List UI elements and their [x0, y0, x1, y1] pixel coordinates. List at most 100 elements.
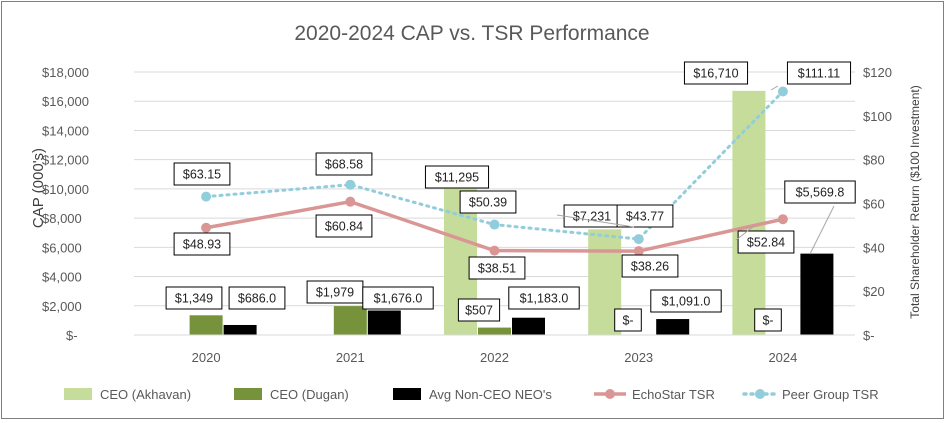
y2-axis-label: Total Shareholder Return ($100 Investmen… — [908, 85, 922, 318]
data-label-box — [315, 152, 373, 176]
data-label-box — [614, 308, 642, 332]
data-label-box — [468, 256, 526, 280]
y-tick-label: $2,000 — [42, 299, 82, 314]
data-label-box — [616, 204, 674, 228]
data-label: $7,231 — [563, 204, 621, 228]
y2-tick-label: $40 — [863, 240, 885, 255]
y2-tick-label: $60 — [863, 197, 885, 212]
data-label-box — [621, 254, 679, 278]
y-tick-label: $4,000 — [42, 270, 82, 285]
y-tick-label: $14,000 — [42, 123, 89, 138]
x-tick-label: 2023 — [624, 350, 653, 365]
data-label-box — [362, 286, 434, 310]
data-label-box — [228, 286, 286, 310]
data-label-box — [737, 230, 795, 254]
echostar-tsr-marker — [777, 214, 788, 225]
echostar-tsr-marker — [489, 245, 500, 256]
data-label: $1,676.0 — [362, 286, 434, 310]
legend-swatch — [64, 388, 92, 400]
y2-tick-label: $120 — [863, 65, 892, 80]
data-label-box — [683, 61, 749, 85]
legend-item: CEO (Dugan) — [234, 387, 349, 402]
data-label-box — [459, 190, 517, 214]
axes: $- $2,000 $4,000 $6,000 $8,000 $10,000 $12,000… — [42, 65, 892, 365]
legend-label: Avg Non-CEO NEO's — [429, 387, 552, 402]
peer-group-tsr-marker — [345, 179, 356, 190]
leader-line — [735, 225, 755, 241]
bar-avg-non-ceo — [512, 317, 545, 335]
data-label-text: $60.84 — [325, 220, 363, 234]
data-label: $52.84 — [737, 230, 795, 254]
data-label-text: $507 — [465, 304, 493, 318]
peer-group-tsr-marker — [777, 86, 788, 97]
data-label: $1,349 — [165, 286, 223, 310]
peer-group-tsr-marker — [633, 234, 644, 245]
data-label-text: $- — [762, 314, 773, 328]
data-labels: $11,295 $7,231 $16,710 $1,349 $1,979 $507 $- $-… — [165, 61, 856, 332]
data-label: $63.15 — [173, 162, 231, 186]
data-label-text: $48.93 — [183, 238, 221, 252]
chart-svg: 2020-2024 CAP vs. TSR Performance CAP (0… — [30, 22, 922, 402]
y2-tick-label: $80 — [863, 153, 885, 168]
leader-line — [770, 85, 779, 91]
data-label-box — [457, 298, 501, 322]
data-label-text: $52.84 — [747, 236, 785, 250]
y-tick-label: $- — [66, 328, 78, 343]
y2-tick-label: $100 — [863, 109, 892, 124]
y-axis-label: CAP (000's) — [30, 148, 47, 228]
data-label-box — [165, 286, 223, 310]
echostar-tsr-marker — [201, 222, 212, 233]
peer-group-tsr-marker — [489, 219, 500, 230]
data-label-text: $38.26 — [631, 260, 669, 274]
bar-avg-non-ceo — [800, 253, 834, 335]
legend-swatch — [393, 388, 421, 400]
leader-line — [809, 205, 835, 255]
peer-group-tsr-line — [204, 89, 785, 241]
data-label-text: $50.39 — [469, 196, 507, 210]
data-label-text: $- — [622, 314, 633, 328]
data-label-text: $11,295 — [435, 171, 479, 185]
data-label: $11,295 — [424, 165, 490, 189]
data-label-text: $16,710 — [693, 67, 738, 81]
chart-title: 2020-2024 CAP vs. TSR Performance — [294, 22, 649, 45]
data-label: $38.26 — [621, 254, 679, 278]
y-tick-label: $10,000 — [42, 182, 89, 197]
data-label: $43.77 — [616, 204, 674, 228]
data-label-box — [508, 286, 580, 310]
bar-avg-non-ceo — [223, 324, 257, 335]
data-label: $1,183.0 — [508, 286, 580, 310]
data-label-text: $63.15 — [183, 168, 221, 182]
echostar-tsr-marker — [345, 196, 356, 207]
data-label: $111.11 — [786, 61, 852, 85]
data-label-box — [784, 180, 856, 204]
bar-avg-non-ceo — [367, 310, 401, 335]
leader-line — [556, 214, 635, 228]
legend: CEO (Akhavan) CEO (Dugan) Avg Non-CEO NEO'… — [64, 387, 879, 402]
data-label: $38.51 — [468, 256, 526, 280]
data-label: $68.58 — [315, 152, 373, 176]
data-label-text: $43.77 — [626, 210, 664, 224]
x-tick-label: 2020 — [192, 350, 221, 365]
y-tick-label: $8,000 — [42, 211, 82, 226]
data-label-box — [173, 162, 231, 186]
x-tick-label: 2021 — [336, 350, 365, 365]
data-label: $1,091.0 — [650, 289, 722, 313]
data-label: $60.84 — [315, 214, 373, 238]
legend-item: CEO (Akhavan) — [64, 387, 191, 402]
data-label-text: $38.51 — [478, 262, 516, 276]
y-tick-label: $6,000 — [42, 240, 82, 255]
y2-tick-label: $- — [863, 328, 875, 343]
data-label-text: $1,183.0 — [520, 292, 569, 306]
legend-item: Avg Non-CEO NEO's — [393, 387, 552, 402]
legend-item: Peer Group TSR — [742, 387, 879, 402]
data-label: $5,569.8 — [784, 180, 856, 204]
data-label: $686.0 — [228, 286, 286, 310]
legend-label: CEO (Akhavan) — [100, 387, 191, 402]
data-label-text: $686.0 — [238, 292, 276, 306]
bar-avg-non-ceo — [656, 319, 690, 335]
data-label-box — [754, 308, 782, 332]
x-tick-label: 2024 — [768, 350, 797, 365]
bar-ceo-akhavan — [732, 90, 766, 336]
legend-label: EchoStar TSR — [632, 387, 715, 402]
